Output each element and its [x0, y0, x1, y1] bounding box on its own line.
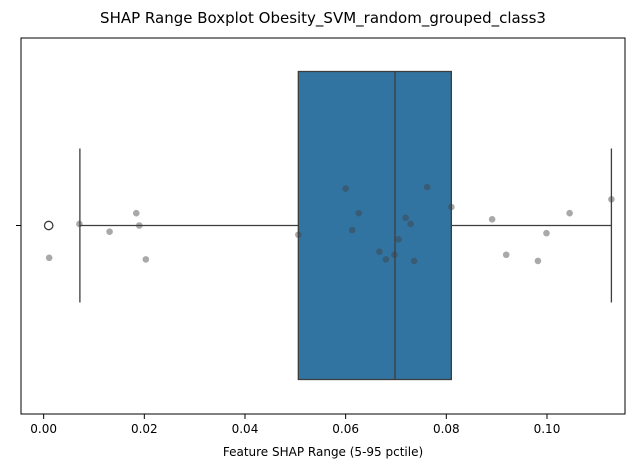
- data-point: [488, 216, 496, 223]
- box-iqr: [297, 70, 453, 381]
- data-point: [608, 196, 615, 203]
- data-point: [423, 183, 431, 191]
- data-point: [142, 256, 150, 263]
- data-point: [534, 257, 542, 265]
- x-tick-label: 0.10: [534, 422, 561, 436]
- x-tick-label: 0.04: [232, 422, 259, 436]
- data-point: [348, 226, 356, 234]
- outlier-point: [43, 220, 54, 231]
- data-point: [402, 214, 409, 222]
- data-point: [407, 220, 414, 228]
- chart-title: SHAP Range Boxplot Obesity_SVM_random_gr…: [100, 9, 546, 28]
- data-point: [566, 209, 573, 217]
- data-point: [391, 251, 398, 259]
- data-point: [502, 251, 510, 259]
- x-tick-label: 0.08: [433, 422, 460, 436]
- x-tick-label: 0.06: [332, 422, 359, 436]
- x-tick-label: 0.02: [131, 422, 158, 436]
- x-axis: 0.00 0.02 0.04 0.06 0.08 0.10: [16, 225, 561, 436]
- data-point: [132, 209, 140, 217]
- plot-area: [20, 37, 626, 415]
- data-point: [106, 228, 113, 235]
- data-point: [543, 229, 550, 237]
- x-tick-label: 0.00: [30, 422, 57, 436]
- data-point: [342, 185, 349, 192]
- data-point: [376, 248, 383, 255]
- data-point: [295, 231, 302, 239]
- data-point: [395, 236, 402, 243]
- data-point: [448, 203, 455, 211]
- data-point: [135, 222, 143, 229]
- data-point: [382, 256, 390, 263]
- x-axis-label: Feature SHAP Range (5-95 pctile): [223, 445, 423, 459]
- data-point: [410, 257, 418, 265]
- data-point: [45, 254, 53, 262]
- data-point: [76, 220, 83, 228]
- data-point: [355, 209, 363, 217]
